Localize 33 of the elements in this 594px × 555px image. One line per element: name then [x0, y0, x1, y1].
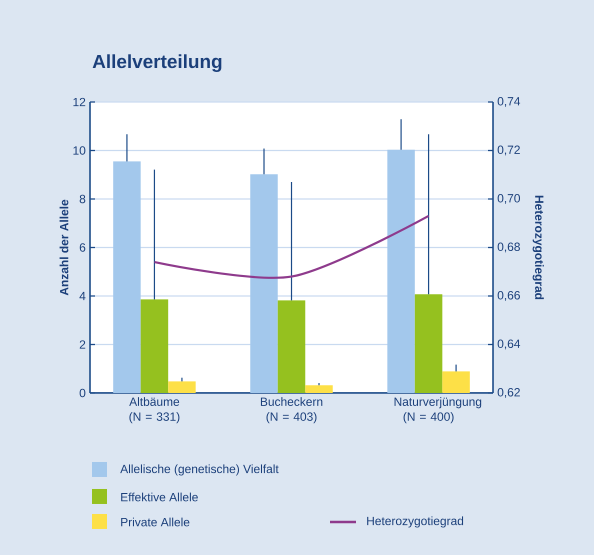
- bar: [113, 161, 141, 393]
- bar: [140, 299, 168, 393]
- y2-tick-label: 0,70: [498, 194, 520, 204]
- legend-label: Effektive Allele: [121, 492, 198, 502]
- y2-tick-label: 0,64: [498, 340, 520, 350]
- bar: [250, 174, 278, 393]
- x-tick-label: Bucheckern (N = 403): [260, 397, 322, 424]
- bar: [442, 371, 470, 393]
- legend-label: Allelische (genetische) Vielfalt: [120, 464, 279, 476]
- bar: [387, 150, 415, 393]
- y-tick-label: 8: [80, 194, 86, 204]
- x-tick-label: Altbäume (N = 331): [129, 397, 180, 424]
- y2-tick-label: 0,68: [498, 242, 520, 252]
- bar: [278, 300, 306, 393]
- x-tick-label: Naturverjüngung (N = 400): [394, 397, 482, 424]
- bar: [305, 385, 333, 393]
- bar: [414, 294, 442, 393]
- y-axis-title: Anzahl der Allele: [60, 200, 68, 296]
- y-tick-label: 0: [80, 388, 86, 398]
- legend-label: Private Allele: [121, 518, 190, 526]
- y2-tick-label: 0,62: [498, 388, 520, 398]
- y2-axis-title: Heterozygotiegrad: [532, 196, 544, 300]
- y-tick-label: 2: [80, 340, 86, 349]
- bar: [168, 381, 196, 393]
- y-tick-label: 6: [80, 243, 86, 252]
- y-tick-label: 4: [79, 292, 86, 300]
- chart-title: Allelverteilung: [92, 54, 222, 72]
- y-tick-label: 10: [73, 146, 86, 155]
- y2-tick-label: 0,72: [498, 146, 520, 156]
- y2-tick-label: 0,74: [498, 97, 520, 107]
- y2-tick-label: 0,66: [498, 291, 520, 301]
- y-tick-label: 12: [73, 98, 86, 106]
- legend-label: Heterozygotiegrad: [367, 516, 464, 528]
